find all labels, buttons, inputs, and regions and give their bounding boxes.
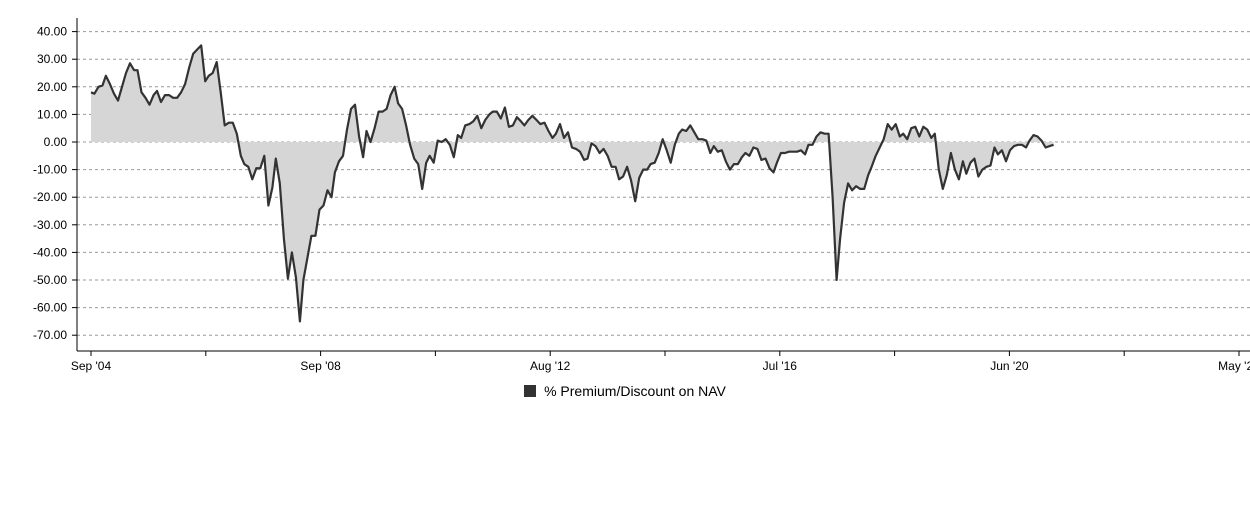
- y-tick-label: -10.00: [33, 163, 67, 177]
- x-axis-ticks: Sep '04 Sep '08 Aug '12 Jul '16 Jun '20 May '…: [71, 351, 1250, 373]
- y-tick-label: -70.00: [33, 328, 67, 342]
- area-fill: [91, 45, 1054, 322]
- legend-label: % Premium/Discount on NAV: [544, 383, 726, 399]
- grid-lines: [77, 31, 1250, 336]
- legend: % Premium/Discount on NAV: [0, 383, 1250, 399]
- y-tick-label: 20.00: [37, 80, 67, 94]
- y-tick-label: 30.00: [37, 52, 67, 66]
- series-line: [90, 44, 1054, 323]
- legend-swatch: [524, 385, 537, 397]
- x-tick-label: Sep '04: [71, 359, 112, 373]
- x-tick-label: Jul '16: [763, 359, 798, 373]
- y-tick-label: 0.00: [44, 135, 68, 149]
- y-tick-label: -20.00: [33, 190, 67, 204]
- x-tick-label: Sep '08: [300, 359, 341, 373]
- y-tick-label: -50.00: [33, 273, 67, 287]
- x-tick-label: May '24: [1218, 359, 1250, 373]
- y-tick-label: -60.00: [33, 301, 67, 315]
- y-axis-ticks: 40.00 30.00 20.00 10.00 0.00 -10.00 -20.00 -30.…: [33, 25, 77, 342]
- x-tick-label: Aug '12: [530, 359, 571, 373]
- y-tick-label: 40.00: [37, 25, 67, 39]
- y-tick-label: -40.00: [33, 245, 67, 259]
- axes: [76, 18, 1250, 352]
- y-tick-label: 10.00: [37, 107, 67, 121]
- x-tick-label: Jun '20: [990, 359, 1029, 373]
- y-tick-label: -30.00: [33, 218, 67, 232]
